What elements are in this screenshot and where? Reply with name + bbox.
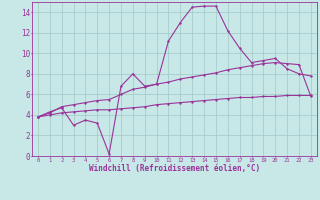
X-axis label: Windchill (Refroidissement éolien,°C): Windchill (Refroidissement éolien,°C) bbox=[89, 164, 260, 173]
